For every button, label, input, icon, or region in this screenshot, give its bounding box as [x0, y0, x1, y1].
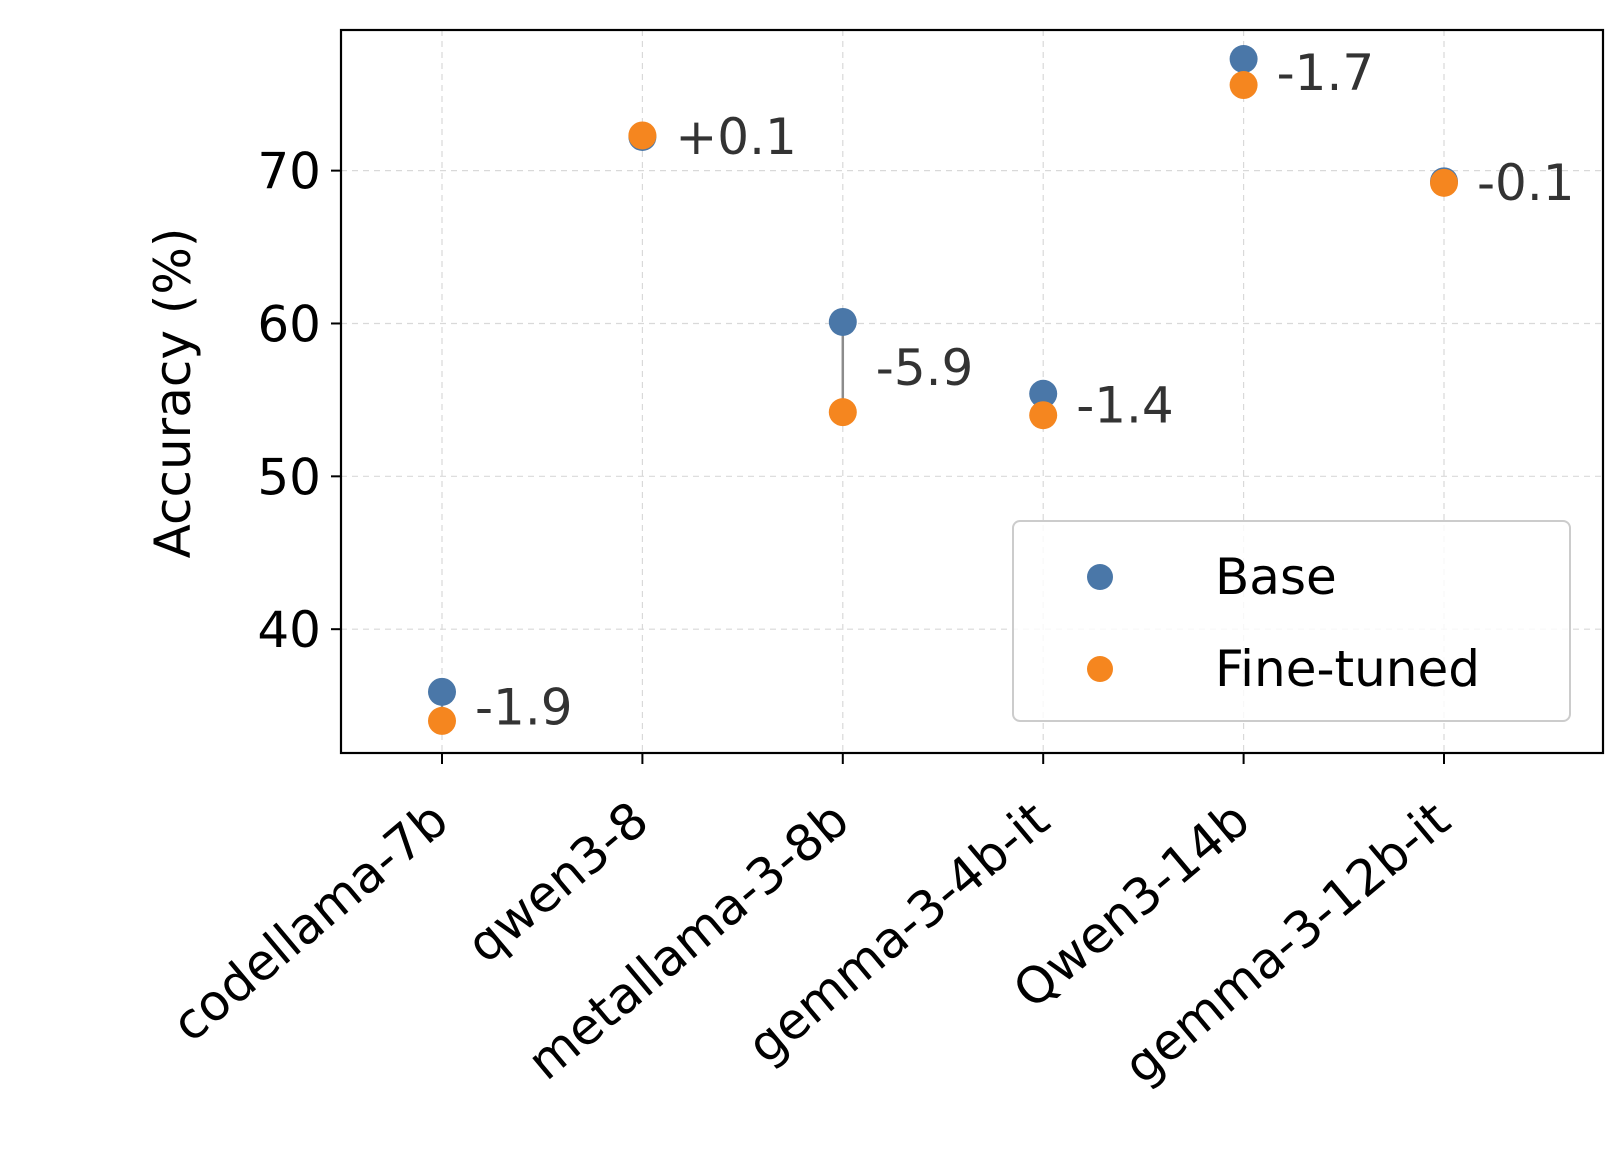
x-tick-label: gemma-3-12b-it: [1113, 790, 1461, 1095]
y-tick-label: 70: [257, 143, 321, 201]
fine-tuned-point: [1430, 168, 1458, 197]
legend-label-fine-tuned: Fine-tuned: [1215, 640, 1480, 698]
delta-annotation: -0.1: [1477, 154, 1575, 212]
fine-tuned-point: [628, 121, 657, 150]
x-tick-label: codellama-7b: [161, 790, 459, 1053]
delta-annotation: -1.7: [1277, 44, 1375, 102]
legend: Base Fine-tuned: [1012, 520, 1571, 722]
fine-tuned-point: [1029, 401, 1058, 430]
y-tick-label: 60: [257, 295, 321, 353]
point-layer: [428, 45, 1458, 735]
legend-frame: [1012, 520, 1571, 722]
base-point: [428, 677, 456, 706]
legend-label-base: Base: [1215, 548, 1337, 606]
legend-marker-fine-tuned: [1087, 656, 1113, 682]
y-axis-label: Accuracy (%): [144, 228, 202, 559]
y-tick-label: 40: [257, 601, 321, 659]
fine-tuned-point: [1229, 71, 1258, 100]
delta-annotation: -1.4: [1076, 376, 1174, 434]
fine-tuned-point: [428, 706, 456, 735]
grid-layer: [341, 30, 1603, 753]
y-tick-label: 50: [257, 448, 321, 506]
fine-tuned-point: [828, 398, 857, 427]
delta-annotation: -1.9: [475, 678, 573, 736]
axes-frame: [339, 28, 1605, 755]
delta-annotation: -5.9: [876, 339, 974, 397]
legend-marker-base: [1087, 564, 1113, 590]
delta-annotation: +0.1: [675, 108, 796, 166]
x-tick-label: qwen3-8: [456, 790, 659, 974]
base-point: [828, 307, 857, 336]
base-point: [1229, 45, 1258, 74]
annotation-layer: -1.9 +0.1 -5.9 -1.4 -1.7 -0.1: [475, 44, 1575, 736]
base-point: [1029, 379, 1058, 408]
